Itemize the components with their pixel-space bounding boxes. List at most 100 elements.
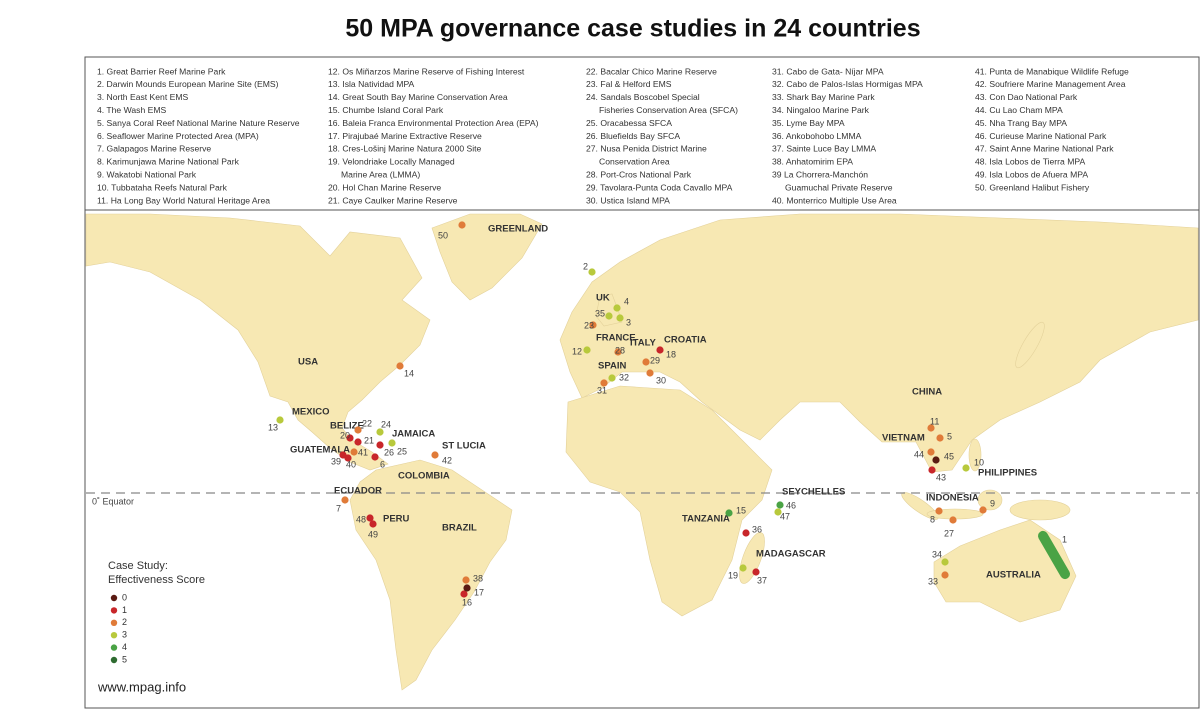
site-marker — [613, 304, 621, 312]
site-marker — [774, 508, 782, 516]
country-label: ITALY — [630, 338, 657, 349]
site-label: 41 — [358, 447, 368, 457]
country-label: JAMAICA — [392, 429, 435, 440]
case-list-item: 36. Ankobohobo LMMA — [772, 131, 862, 141]
case-list-item: 7. Galapagos Marine Reserve — [97, 144, 211, 154]
site-label: 24 — [381, 419, 391, 429]
country-label: BELIZE — [330, 421, 364, 432]
country-label: ST LUCIA — [442, 441, 486, 452]
case-list-item: 13. Isla Natividad MPA — [328, 79, 415, 89]
site-marker — [376, 441, 384, 449]
site-marker — [616, 314, 624, 322]
country-label: CROATIA — [664, 335, 707, 346]
site-marker — [725, 509, 733, 517]
credit: www.mpag.info — [97, 679, 186, 694]
site-label: 29 — [650, 355, 660, 365]
site-label: 18 — [666, 349, 676, 359]
site-marker — [589, 321, 597, 329]
case-list-item: 26. Bluefields Bay SFCA — [586, 131, 680, 141]
case-list-item: 40. Monterrico Multiple Use Area — [772, 195, 897, 205]
site-marker — [369, 520, 377, 528]
site-label: 11 — [930, 416, 939, 426]
site-label: 1 — [1062, 534, 1067, 544]
case-list-item: 2. Darwin Mounds European Marine Site (E… — [97, 79, 279, 89]
site-label: 23 — [584, 320, 594, 330]
site-marker — [776, 501, 784, 509]
site-label: 30 — [656, 375, 666, 385]
site-label: 19 — [728, 570, 738, 580]
site-label: 17 — [474, 587, 484, 597]
country-label: MADAGASCAR — [756, 549, 826, 560]
site-marker — [752, 568, 760, 576]
site-label: 38 — [473, 573, 483, 583]
site-label: 6 — [380, 459, 385, 469]
case-list-item: 16. Baleia Franca Environmental Protecti… — [328, 118, 539, 128]
case-list-item: 31. Cabo de Gata- Níjar MPA — [772, 66, 884, 76]
site-label: 37 — [757, 575, 767, 585]
legend-title: Effectiveness Score — [108, 574, 205, 586]
site-label: 21 — [364, 435, 374, 445]
country-label: TANZANIA — [682, 514, 730, 525]
country-label: ECUADOR — [334, 486, 382, 497]
case-list-item: 22. Bacalar Chico Marine Reserve — [586, 66, 717, 76]
site-marker — [350, 448, 358, 456]
case-list-item: 35. Lyme Bay MPA — [772, 118, 845, 128]
site-label: 35 — [595, 308, 605, 318]
site-marker — [742, 529, 750, 537]
country-label: PHILIPPINES — [978, 468, 1037, 479]
site-label: 26 — [384, 447, 394, 457]
country-label: SEYCHELLES — [782, 487, 845, 498]
country-label: BRAZIL — [442, 523, 477, 534]
case-list-item: 37. Sainte Luce Bay LMMA — [772, 144, 876, 154]
case-list-item: 25. Oracabessa SFCA — [586, 118, 672, 128]
legend-swatch — [110, 644, 118, 651]
case-list-item: 29. Tavolara-Punta Coda Cavallo MPA — [586, 182, 733, 192]
site-marker — [646, 369, 654, 377]
site-label: 49 — [368, 529, 378, 539]
site-marker — [656, 346, 664, 354]
country-label: GUATEMALA — [290, 445, 350, 456]
site-label: 43 — [936, 472, 946, 482]
case-list-item: 20. Hol Chan Marine Reserve — [328, 182, 441, 192]
site-label: 12 — [572, 346, 582, 356]
case-list-item: 23. Fal & Helford EMS — [586, 79, 672, 89]
country-label: INDONESIA — [926, 493, 979, 504]
site-label: 42 — [442, 455, 452, 465]
case-list-item: 44. Cu Lao Cham MPA — [975, 105, 1063, 115]
case-list-item: 5. Sanya Coral Reef National Marine Natu… — [97, 118, 300, 128]
country-label: SPAIN — [598, 361, 626, 372]
site-label: 28 — [615, 345, 625, 355]
site-marker — [460, 590, 468, 598]
site-label: 2 — [583, 261, 588, 271]
case-list-item: 50. Greenland Halibut Fishery — [975, 182, 1090, 192]
case-list-item: 49. Isla Lobos de Afuera MPA — [975, 169, 1088, 179]
case-list-item: 15. Chumbe Island Coral Park — [328, 105, 444, 115]
site-marker — [458, 221, 466, 229]
site-marker — [642, 358, 650, 366]
site-marker — [600, 379, 608, 387]
case-list-item: 43. Con Dao National Park — [975, 92, 1078, 102]
case-list-item: 17. Pirajubaé Marine Extractive Reserve — [328, 131, 482, 141]
site-marker — [276, 416, 284, 424]
country-label: UK — [596, 293, 610, 304]
site-marker — [962, 464, 970, 472]
site-marker — [344, 454, 352, 462]
site-label: 48 — [356, 514, 366, 524]
case-list-item: 14. Great South Bay Marine Conservation … — [328, 92, 508, 102]
case-list-item: 33. Shark Bay Marine Park — [772, 92, 875, 102]
site-label: 32 — [619, 372, 629, 382]
site-marker — [588, 268, 596, 276]
country-label: VIETNAM — [882, 433, 925, 444]
case-list-item: 27. Nusa Penida District Marine — [586, 144, 707, 154]
site-marker — [354, 438, 362, 446]
site-marker — [366, 514, 374, 522]
case-list-item: 34. Ningaloo Marine Park — [772, 105, 870, 115]
site-marker — [936, 434, 944, 442]
site-marker — [928, 466, 936, 474]
legend-swatch — [110, 607, 118, 614]
case-list-item: Conservation Area — [599, 157, 670, 167]
site-marker — [941, 558, 949, 566]
site-label: 20 — [340, 430, 350, 440]
title: 50 MPA governance case studies in 24 cou… — [345, 15, 920, 43]
